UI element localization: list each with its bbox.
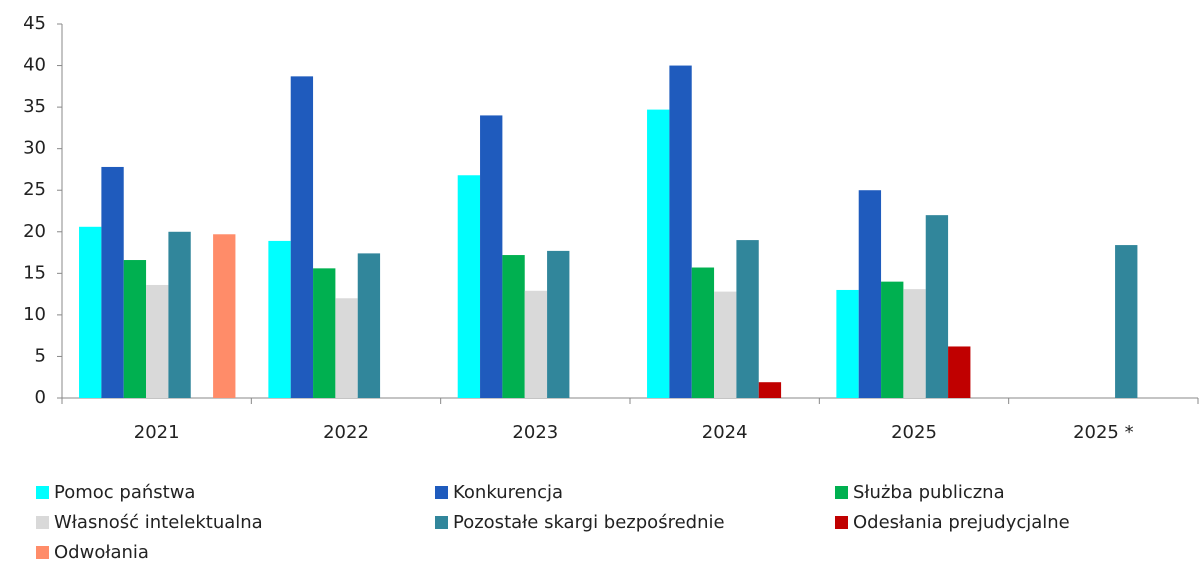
legend-label: Własność intelektualna bbox=[54, 512, 263, 533]
x-tick-label: 2024 bbox=[702, 422, 748, 443]
bar bbox=[313, 268, 336, 398]
bar bbox=[647, 109, 670, 399]
bar bbox=[335, 298, 358, 398]
y-tick-label: 0 bbox=[35, 387, 46, 408]
legend-swatch bbox=[835, 516, 848, 529]
bar bbox=[146, 284, 169, 398]
legend-label: Odwołania bbox=[54, 542, 149, 563]
bar bbox=[357, 253, 381, 398]
legend-swatch bbox=[36, 516, 49, 529]
bar bbox=[547, 250, 570, 398]
bar bbox=[925, 215, 949, 398]
y-tick-label: 40 bbox=[23, 55, 46, 76]
legend-swatch bbox=[435, 516, 448, 529]
y-tick-label: 15 bbox=[23, 262, 46, 283]
bar bbox=[881, 281, 904, 398]
bar bbox=[858, 190, 882, 398]
legend-label: Pozostałe skargi bezpośrednie bbox=[453, 512, 725, 533]
bar bbox=[268, 240, 291, 398]
bar bbox=[79, 226, 102, 398]
bar bbox=[669, 65, 692, 399]
bar bbox=[101, 166, 124, 398]
x-tick-label: 2025 bbox=[891, 422, 937, 443]
bar bbox=[948, 346, 971, 398]
y-tick-label: 10 bbox=[23, 304, 46, 325]
legend-swatch bbox=[435, 486, 448, 499]
bar bbox=[502, 255, 525, 398]
bar bbox=[123, 260, 147, 398]
x-tick-label: 2025 * bbox=[1073, 422, 1134, 443]
bar bbox=[457, 175, 481, 398]
bar bbox=[758, 382, 782, 398]
x-tick-label: 2023 bbox=[512, 422, 558, 443]
bar bbox=[836, 289, 859, 398]
x-tick-label: 2022 bbox=[323, 422, 369, 443]
legend-swatch bbox=[835, 486, 848, 499]
y-tick-label: 45 bbox=[23, 13, 46, 34]
y-tick-label: 35 bbox=[23, 96, 46, 117]
y-tick-label: 25 bbox=[23, 179, 46, 200]
bar bbox=[290, 76, 314, 399]
bar bbox=[736, 240, 759, 398]
legend-label: Konkurencja bbox=[453, 482, 563, 503]
legend-swatch bbox=[36, 486, 49, 499]
y-tick-label: 30 bbox=[23, 138, 46, 159]
legend-label: Pomoc państwa bbox=[54, 482, 195, 503]
y-tick-label: 20 bbox=[23, 221, 46, 242]
legend-label: Odesłania prejudycjalne bbox=[853, 512, 1070, 533]
bar bbox=[1115, 245, 1138, 398]
y-tick-label: 5 bbox=[35, 345, 46, 366]
bar bbox=[903, 289, 926, 398]
bar bbox=[691, 267, 715, 398]
bar bbox=[714, 291, 737, 398]
x-tick-label: 2021 bbox=[134, 422, 180, 443]
legend-label: Służba publiczna bbox=[853, 482, 1005, 503]
bar bbox=[168, 231, 191, 398]
bar bbox=[213, 234, 236, 398]
bar bbox=[524, 290, 548, 398]
legend-swatch bbox=[36, 546, 49, 559]
bar bbox=[480, 115, 503, 398]
